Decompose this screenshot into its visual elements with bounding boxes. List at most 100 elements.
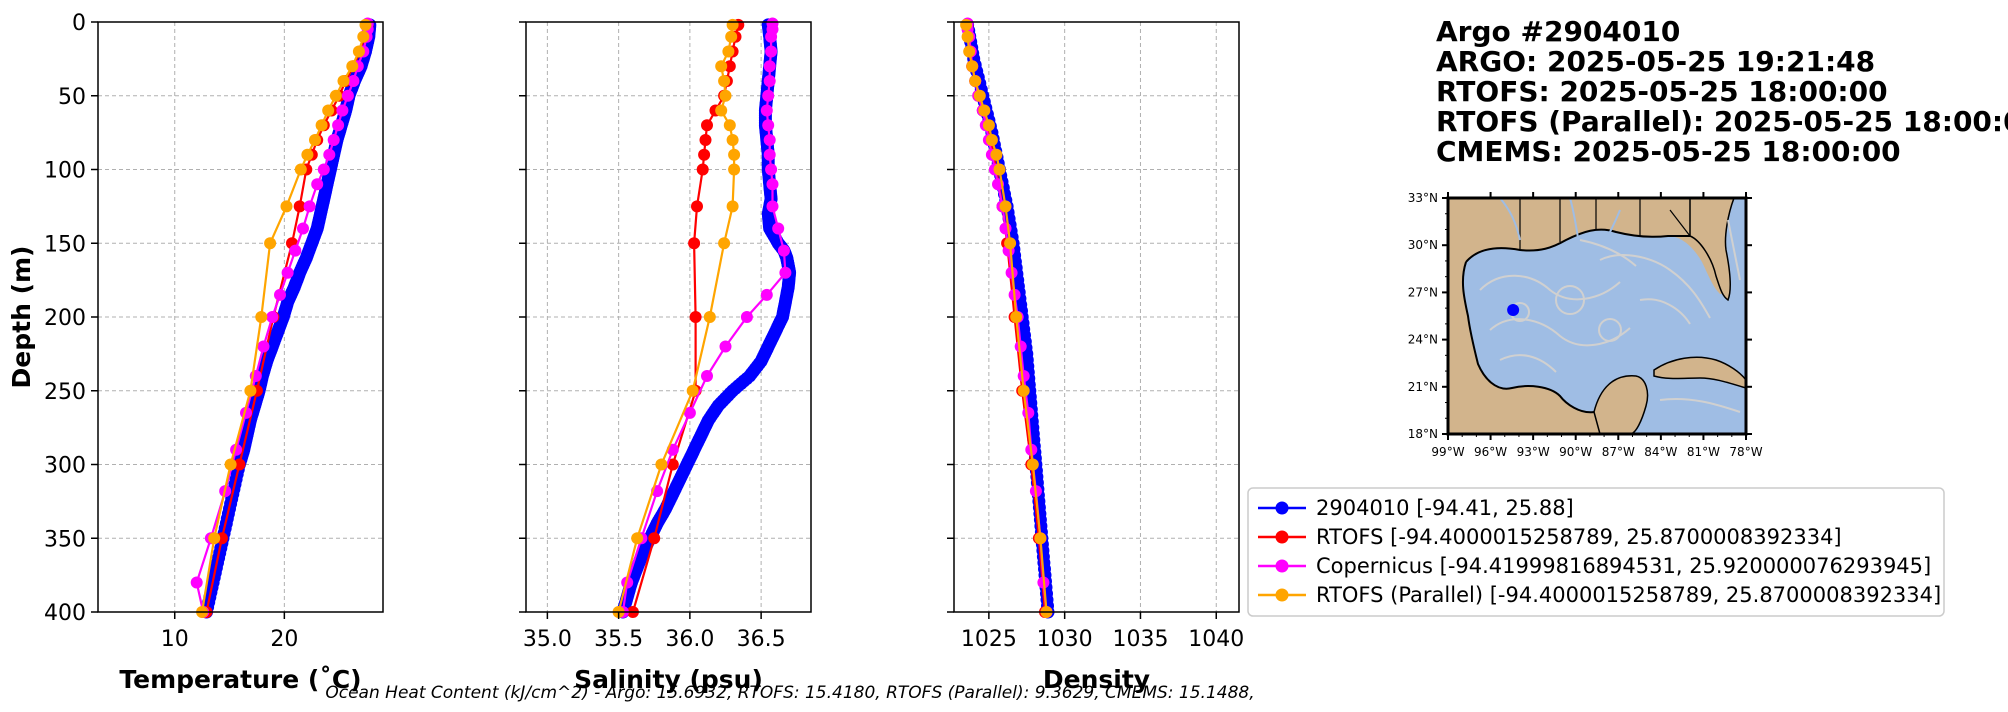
point-copernicus xyxy=(190,576,203,589)
point-copernicus xyxy=(762,119,775,132)
map-caribbean xyxy=(1636,388,1746,434)
map-gulf-of-mexico xyxy=(1462,229,1746,434)
point-rtofs_parallel xyxy=(703,311,716,323)
point-rtofs_parallel xyxy=(1017,384,1030,397)
ohc-footer: Ocean Heat Content (kJ/cm^2) - Argo: 15.… xyxy=(325,683,1254,703)
point-copernicus xyxy=(341,89,354,102)
map-lat-label: 30°N xyxy=(1408,238,1438,252)
title-line-1: Argo #2904010 xyxy=(1436,15,1680,48)
point-rtofs_parallel xyxy=(322,104,335,117)
point-rtofs_parallel xyxy=(1034,532,1047,545)
y-tick-label: 200 xyxy=(44,306,86,331)
map-lat-label: 18°N xyxy=(1408,427,1438,441)
y-tick-label: 350 xyxy=(44,527,86,552)
point-rtofs_parallel xyxy=(686,384,699,397)
point-rtofs xyxy=(701,119,713,132)
map-lon-label: 78°W xyxy=(1729,445,1762,459)
point-rtofs_parallel xyxy=(726,134,739,146)
legend-marker xyxy=(1275,501,1289,515)
map-yucatan xyxy=(1593,375,1649,434)
point-copernicus xyxy=(766,200,779,213)
legend-label: RTOFS (Parallel) [-94.4000015258789, 25.… xyxy=(1316,583,1941,607)
legend: 2904010 [-94.41, 25.88] RTOFS [-94.400001… xyxy=(1247,487,1945,617)
point-rtofs_parallel xyxy=(969,75,982,87)
point-copernicus xyxy=(763,148,776,161)
point-copernicus xyxy=(765,163,778,176)
series-group xyxy=(190,17,377,619)
point-rtofs_parallel xyxy=(309,134,321,146)
x-axis-label: Salinity (psu) xyxy=(574,665,763,694)
map-ticks: 33°N 30°N 27°N 24°N 21°N 18°N 99°W 96°W 93°W 90°W… xyxy=(1408,191,1763,459)
point-rtofs_parallel xyxy=(725,30,738,43)
argo-location-marker xyxy=(1507,304,1520,317)
point-rtofs_parallel xyxy=(973,89,986,102)
point-rtofs_parallel xyxy=(993,163,1006,176)
point-copernicus xyxy=(266,311,279,323)
point-rtofs xyxy=(723,60,736,73)
point-copernicus xyxy=(719,340,732,353)
point-copernicus xyxy=(765,45,778,58)
point-rtofs_parallel xyxy=(978,104,991,117)
map-lat-label: 27°N xyxy=(1408,285,1438,299)
map-lon-label: 99°W xyxy=(1431,445,1464,459)
profile-panel-2: 35.0 35.5 36.0 36.5 Salinity (psu) xyxy=(519,17,812,694)
map-lon-label: 90°W xyxy=(1559,445,1592,459)
map-cuba xyxy=(1653,356,1746,389)
point-copernicus xyxy=(289,244,302,257)
point-copernicus xyxy=(303,200,316,213)
point-rtofs_parallel xyxy=(726,18,739,31)
point-rtofs_parallel xyxy=(631,532,644,545)
point-rtofs_parallel xyxy=(255,311,268,323)
point-copernicus xyxy=(772,222,785,235)
map-lon-label: 96°W xyxy=(1474,445,1507,459)
map-lat-label: 33°N xyxy=(1408,191,1438,205)
y-tick-label: 0 xyxy=(72,11,86,36)
legend-label: RTOFS [-94.4000015258789, 25.87000083923… xyxy=(1316,525,1842,549)
point-rtofs xyxy=(691,200,703,213)
point-rtofs_parallel xyxy=(352,45,365,58)
point-copernicus xyxy=(701,370,713,382)
point-rtofs_parallel xyxy=(359,18,372,31)
x-tick-label: 1025 xyxy=(961,627,1017,652)
location-map: 33°N 30°N 27°N 24°N 21°N 18°N 99°W 96°W 93°W 90°W… xyxy=(1408,191,1763,459)
x-axis-label: Temperature (˚C) xyxy=(119,665,361,694)
point-rtofs_parallel xyxy=(718,237,731,250)
legend-item: 2904010 [-94.41, 25.88] xyxy=(1258,496,1574,520)
x-tick-label: 10 xyxy=(161,627,189,652)
point-rtofs_parallel xyxy=(280,200,293,213)
profile-panel-3: 1025 1030 1035 1040 Density xyxy=(947,17,1244,694)
legend-marker xyxy=(1275,559,1289,573)
point-copernicus xyxy=(274,288,286,301)
point-rtofs_parallel xyxy=(723,119,736,132)
map-borders xyxy=(1461,198,1691,414)
map-lat-label: 21°N xyxy=(1408,380,1438,394)
map-lat-label: 24°N xyxy=(1408,333,1438,347)
point-copernicus xyxy=(766,178,779,191)
point-rtofs_parallel xyxy=(315,119,328,132)
point-rtofs_parallel xyxy=(715,60,728,73)
x-axis-label: Density xyxy=(1043,665,1150,694)
x-tick-label: 36.5 xyxy=(737,627,786,652)
point-rtofs_parallel xyxy=(985,134,998,146)
point-copernicus xyxy=(760,104,773,117)
y-tick-label: 250 xyxy=(44,380,86,405)
profile-panels: 10 20050100150200250300350400Temperature … xyxy=(7,11,1244,694)
point-rtofs xyxy=(648,532,661,545)
point-rtofs_parallel xyxy=(718,75,731,87)
point-rtofs_parallel xyxy=(244,384,257,397)
point-rtofs_parallel xyxy=(719,89,732,102)
x-tick-label: 35.5 xyxy=(594,627,643,652)
point-rtofs_parallel xyxy=(655,458,668,471)
point-copernicus xyxy=(332,119,345,132)
y-tick-label: 400 xyxy=(44,601,86,626)
point-copernicus xyxy=(777,244,790,257)
series-group xyxy=(612,17,797,619)
point-copernicus xyxy=(347,75,360,87)
legend-item: Copernicus [-94.41999816894531, 25.92000… xyxy=(1258,554,1931,578)
point-rtofs_parallel xyxy=(337,75,350,87)
y-tick-label: 100 xyxy=(44,159,86,184)
point-rtofs xyxy=(689,311,702,323)
point-rtofs_parallel xyxy=(1010,311,1023,323)
map-lon-label: 93°W xyxy=(1517,445,1550,459)
